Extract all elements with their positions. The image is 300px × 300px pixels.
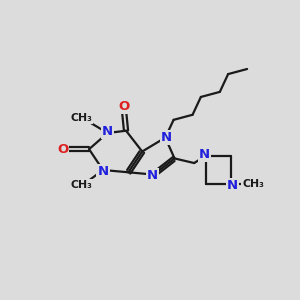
Text: N: N xyxy=(161,131,172,144)
Text: N: N xyxy=(199,148,210,161)
Text: N: N xyxy=(227,179,238,192)
Text: CH₃: CH₃ xyxy=(70,113,92,123)
Text: O: O xyxy=(57,143,68,156)
Text: O: O xyxy=(118,100,129,113)
Text: CH₃: CH₃ xyxy=(242,179,264,189)
Text: N: N xyxy=(102,125,113,138)
Text: N: N xyxy=(147,169,158,182)
Text: N: N xyxy=(98,165,109,178)
Text: CH₃: CH₃ xyxy=(70,180,92,190)
